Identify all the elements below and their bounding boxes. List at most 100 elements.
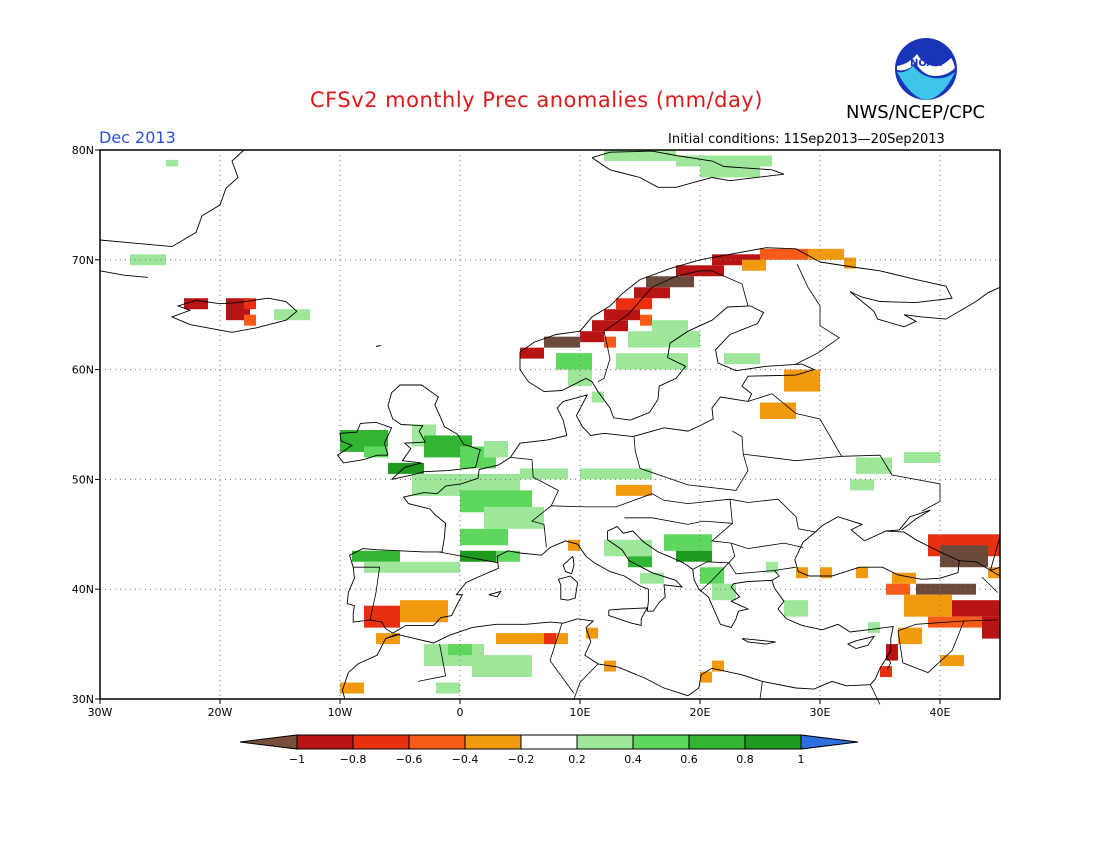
anomaly-cell [856, 567, 868, 579]
anomaly-cell [940, 655, 964, 667]
anomaly-cell [472, 655, 532, 678]
colorbar-segment [464, 734, 522, 750]
anomaly-cell [892, 572, 916, 584]
anomaly-cell [568, 539, 580, 551]
colorbar-label: −1 [289, 753, 305, 766]
anomaly-cell [604, 150, 676, 161]
border-line [551, 493, 817, 533]
colorbar-label: 0.2 [568, 753, 586, 766]
longitude-label: 30W [88, 706, 113, 719]
anomaly-cell [364, 605, 400, 628]
anomaly-cell [700, 671, 712, 683]
latitude-label: 40N [72, 583, 94, 596]
longitude-label: 0 [457, 706, 464, 719]
border-line [897, 620, 965, 674]
coastline [99, 270, 149, 278]
anomaly-cell [244, 298, 256, 310]
anomaly-cell [592, 391, 604, 403]
anomaly-cell [496, 633, 568, 645]
border-line [417, 644, 447, 682]
anomaly-cell [244, 314, 256, 326]
border-line [885, 655, 892, 670]
anomaly-cell [886, 644, 898, 661]
anomaly-cell [766, 561, 778, 573]
anomaly-cell [520, 347, 544, 359]
anomaly-cell [676, 550, 712, 562]
border-line [743, 413, 843, 462]
longitude-label: 10W [328, 706, 353, 719]
anomaly-cell [856, 457, 892, 474]
colorbar-label: 1 [798, 753, 805, 766]
coastline [99, 149, 245, 248]
anomaly-cell [604, 336, 616, 348]
anomaly-cell [520, 468, 568, 480]
border-line [771, 570, 780, 581]
longitude-label: 20E [690, 706, 711, 719]
border-line [549, 623, 575, 694]
border-line [897, 619, 998, 632]
coastline [488, 590, 502, 598]
border-line [353, 566, 381, 620]
anomaly-cell [484, 506, 544, 529]
anomaly-cell [376, 633, 400, 645]
anomaly-cell [742, 259, 766, 271]
colorbar-segment [296, 734, 354, 750]
anomaly-cell [166, 159, 178, 167]
valid-month-label: Dec 2013 [99, 128, 176, 147]
latitude-label: 50N [72, 473, 94, 486]
anomaly-cell [844, 257, 856, 269]
anomaly-cell [952, 600, 1000, 617]
latitude-labels: 80N 70N 60N 50N 40N 30N [72, 144, 100, 706]
border-line [870, 684, 881, 705]
colorbar-segment [520, 734, 578, 750]
anomaly-cell [904, 451, 940, 463]
coastline [557, 575, 579, 601]
anomaly-cell [760, 402, 796, 420]
colorbar-segment [576, 734, 634, 750]
anomaly-cell [616, 353, 688, 370]
anomaly-cell [898, 627, 922, 645]
border-line [597, 270, 749, 383]
latitude-label: 80N [72, 144, 94, 157]
border-line [692, 561, 730, 592]
anomaly-cell [448, 644, 472, 656]
border-line [633, 430, 749, 491]
longitude-label: 40E [930, 706, 951, 719]
colorbar-label: −0.2 [508, 753, 535, 766]
anomaly-cell [352, 550, 400, 562]
anomaly-cell [436, 682, 460, 694]
colorbar-segment [408, 734, 466, 750]
border-line [981, 576, 998, 593]
coastline [336, 421, 393, 464]
colorbar-segment [688, 734, 746, 750]
anomaly-cell [604, 309, 640, 321]
graticule [100, 150, 1000, 699]
anomaly-cell [676, 155, 772, 167]
border-line [728, 542, 797, 575]
border-line [759, 681, 763, 700]
anomaly-cell [700, 166, 760, 178]
border-line [573, 663, 599, 700]
anomaly-cell [760, 248, 808, 260]
coastline [341, 247, 894, 700]
coastline [608, 607, 648, 626]
anomaly-cell [712, 660, 724, 672]
anomaly-cell [634, 287, 670, 299]
border-line [795, 264, 840, 365]
anomaly-cell [544, 336, 580, 348]
longitude-label: 20W [208, 706, 233, 719]
anomaly-cell [700, 567, 724, 584]
anomaly-cell [652, 320, 688, 332]
latitude-label: 60N [72, 364, 94, 377]
initial-conditions-label: Initial conditions: 11Sep2013—20Sep2013 [668, 132, 945, 147]
anomaly-cell [340, 682, 364, 694]
coastline [562, 555, 575, 575]
noaa-logo: NOAA [895, 38, 957, 100]
anomaly-cell [628, 331, 700, 348]
anomaly-cell [580, 331, 604, 343]
colorbar-overflow [800, 734, 859, 750]
anomaly-cell [586, 627, 598, 639]
anomaly-cell [592, 320, 628, 332]
coastline [591, 150, 785, 188]
anomaly-cell [880, 666, 892, 678]
